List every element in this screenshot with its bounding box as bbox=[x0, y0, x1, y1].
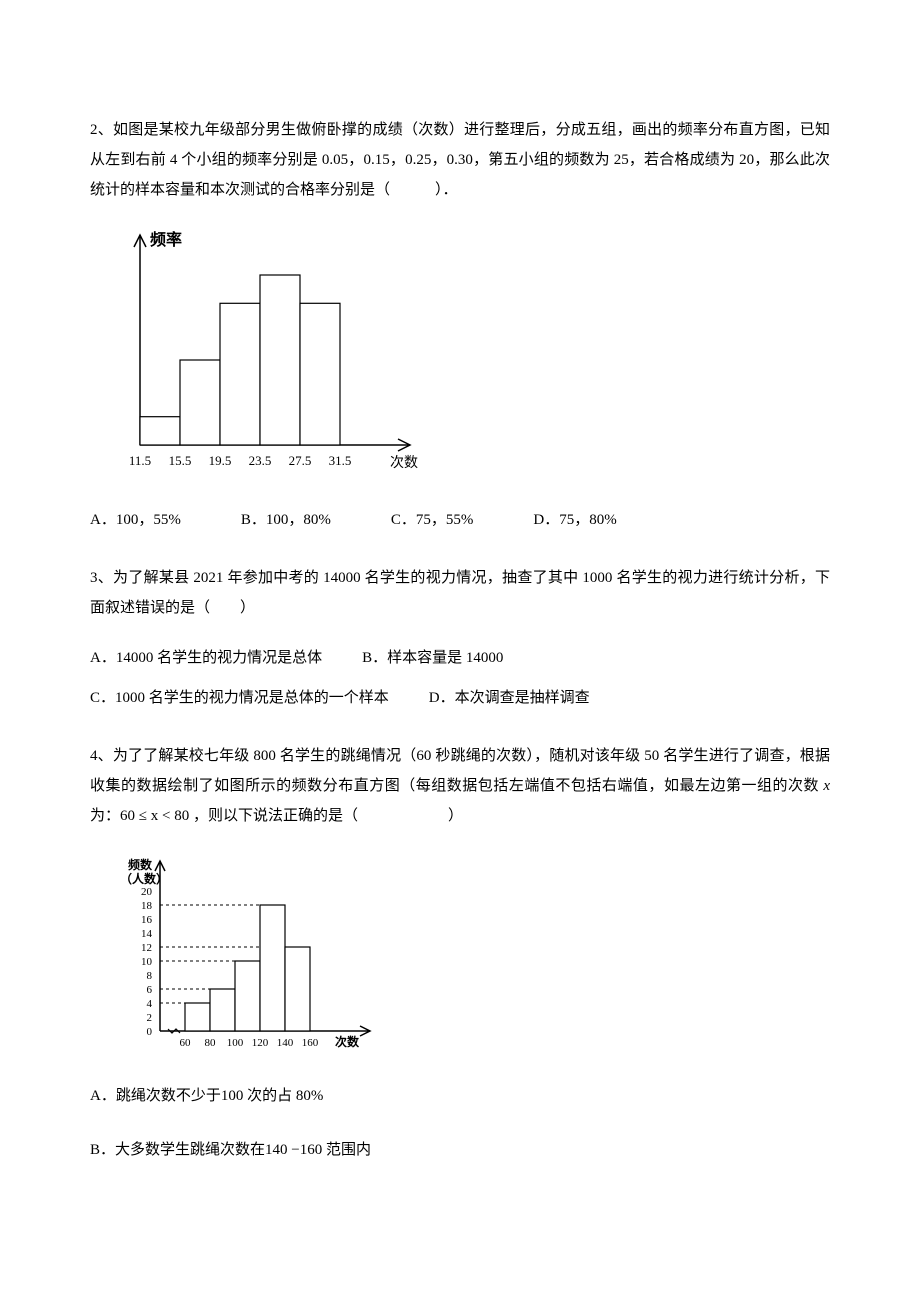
q4-ytick-7: 14 bbox=[141, 928, 153, 940]
q4-ytick-4: 8 bbox=[147, 970, 153, 982]
q4-ytick-9: 18 bbox=[141, 900, 153, 912]
q4-text: 4、为了了解某校七年级 800 名学生的跳绳情况（60 秒跳绳的次数），随机对该… bbox=[90, 741, 830, 831]
q2-xtick-5: 31.5 bbox=[329, 453, 352, 468]
q4-bar-1 bbox=[185, 1003, 210, 1031]
q2-xtick-1: 15.5 bbox=[169, 453, 192, 468]
page: 2、如图是某校九年级部分男生做俯卧撑的成绩（次数）进行整理后，分成五组，画出的频… bbox=[0, 0, 920, 1302]
q4-ytick-2: 4 bbox=[147, 998, 153, 1010]
q4-ytick-5: 10 bbox=[141, 956, 153, 968]
q4-ytick-3: 6 bbox=[147, 984, 153, 996]
q2-bar-5 bbox=[300, 303, 340, 445]
q2-text: 2、如图是某校九年级部分男生做俯卧撑的成绩（次数）进行整理后，分成五组，画出的频… bbox=[90, 115, 830, 205]
q2-xtick-2: 19.5 bbox=[209, 453, 232, 468]
q4-bar-4 bbox=[260, 905, 285, 1031]
q2-option-b: B．100，80% bbox=[241, 505, 331, 535]
q4-text-range: 为：60 ≤ x < 80 bbox=[90, 808, 189, 824]
q4-xtick-3: 120 bbox=[252, 1037, 269, 1049]
q4-bar-3 bbox=[235, 961, 260, 1031]
q3-option-a: A．14000 名学生的视力情况是总体 bbox=[90, 643, 322, 673]
q2-ylabel: 频率 bbox=[150, 230, 182, 249]
q4-xtick-0: 60 bbox=[180, 1037, 192, 1049]
q2-bar-2 bbox=[180, 360, 220, 445]
q2-bar-4 bbox=[260, 275, 300, 445]
q2-chart: 频率 次数 11.5 15.5 19.5 23.5 27.5 31.5 bbox=[100, 225, 830, 485]
q4-ylabel-1: 频数 bbox=[128, 857, 153, 872]
q4-xtick-5: 160 bbox=[302, 1037, 319, 1049]
q3-options-row2: C．1000 名学生的视力情况是总体的一个样本 D．本次调查是抽样调查 bbox=[90, 683, 830, 713]
q2-bar-3 bbox=[220, 303, 260, 445]
q3-options-row1: A．14000 名学生的视力情况是总体 B．样本容量是 14000 bbox=[90, 643, 830, 673]
q2-option-d: D．75，80% bbox=[533, 505, 616, 535]
q2-xtick-4: 27.5 bbox=[289, 453, 312, 468]
q4-ytick-0: 0 bbox=[147, 1026, 153, 1038]
q2-option-a: A．100，55% bbox=[90, 505, 181, 535]
q4-ytick-1: 2 bbox=[147, 1012, 153, 1024]
q4-text-x: x bbox=[823, 778, 830, 794]
q4-option-a: A．跳绳次数不少于100 次的占 80% bbox=[90, 1081, 830, 1111]
q4-text-pre: 4、为了了解某校七年级 800 名学生的跳绳情况（60 秒跳绳的次数），随机对该… bbox=[90, 748, 830, 794]
q4-ytick-8: 16 bbox=[141, 914, 153, 926]
q2-bar-1 bbox=[140, 417, 180, 445]
q4-option-b: B．大多数学生跳绳次数在140 −160 范围内 bbox=[90, 1135, 830, 1165]
q2-options: A．100，55% B．100，80% C．75，55% D．75，80% bbox=[90, 505, 830, 535]
q3-option-c: C．1000 名学生的视力情况是总体的一个样本 bbox=[90, 683, 389, 713]
q4-xtick-1: 80 bbox=[205, 1037, 217, 1049]
q4-ylabel-2: （人数） bbox=[120, 871, 168, 886]
q2-xlabel: 次数 bbox=[390, 455, 418, 471]
q3-option-d: D．本次调查是抽样调查 bbox=[429, 683, 590, 713]
q4-xtick-2: 100 bbox=[227, 1037, 244, 1049]
q2-xtick-0: 11.5 bbox=[129, 453, 151, 468]
q3-option-b: B．样本容量是 14000 bbox=[362, 643, 503, 673]
q4-xlabel: 次数 bbox=[335, 1034, 360, 1049]
q4-chart: 频数 （人数） 0 2 4 6 8 10 12 14 16 18 20 bbox=[100, 851, 830, 1061]
q4-bar-2 bbox=[210, 989, 235, 1031]
q4-text-post: ，则以下说法正确的是（ ） bbox=[193, 808, 463, 824]
q4-xtick-4: 140 bbox=[277, 1037, 294, 1049]
q2-svg: 频率 次数 11.5 15.5 19.5 23.5 27.5 31.5 bbox=[100, 225, 430, 485]
q3-text: 3、为了解某县 2021 年参加中考的 14000 名学生的视力情况，抽查了其中… bbox=[90, 563, 830, 623]
q4-ytick-10: 20 bbox=[141, 886, 153, 898]
q4-bar-5 bbox=[285, 947, 310, 1031]
q2-option-c: C．75，55% bbox=[391, 505, 474, 535]
q4-ytick-6: 12 bbox=[141, 942, 152, 954]
q2-xtick-3: 23.5 bbox=[249, 453, 272, 468]
q4-svg: 频数 （人数） 0 2 4 6 8 10 12 14 16 18 20 bbox=[100, 851, 400, 1061]
